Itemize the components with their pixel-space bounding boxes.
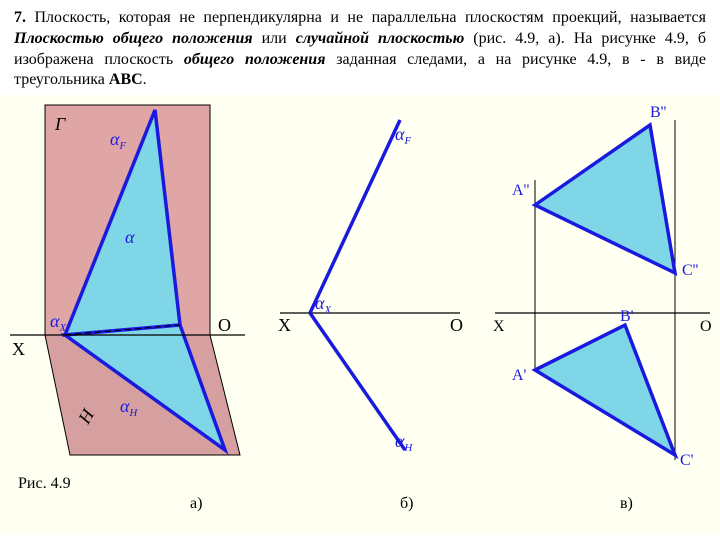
panel-letter-a: а) — [190, 495, 202, 513]
panel-letter-v: в) — [620, 495, 633, 513]
svg-text:X: X — [278, 315, 291, 335]
svg-text:αH: αH — [395, 431, 413, 454]
svg-text:αF: αF — [395, 124, 411, 147]
svg-text:X: X — [493, 318, 505, 335]
svg-text:O: O — [450, 315, 463, 335]
svg-text:C'': C'' — [682, 262, 699, 279]
figure-area: ΓXOαFααXHαHXOαFαXαHXOA''B''C''A'B'C' Рис… — [0, 95, 720, 535]
para-t4: случайной плоскостью — [296, 30, 465, 47]
para-t8: ABC — [109, 71, 143, 88]
svg-text:C': C' — [680, 452, 694, 469]
svg-text:Γ: Γ — [54, 114, 66, 134]
para-t1: Плоскость, которая не перпендикулярна и … — [26, 9, 706, 26]
svg-text:B'': B'' — [650, 104, 667, 121]
para-t3: или — [253, 30, 296, 47]
figure-svg: ΓXOαFααXHαHXOαFαXαHXOA''B''C''A'B'C' — [0, 95, 720, 495]
paragraph: 7. Плоскость, которая не перпендикулярна… — [0, 0, 720, 95]
svg-text:O: O — [700, 318, 712, 335]
panel-letter-b: б) — [400, 495, 413, 513]
para-t6: общего положения — [184, 51, 326, 68]
figure-caption: Рис. 4.9 — [18, 475, 71, 493]
svg-text:X: X — [12, 339, 25, 359]
svg-text:αX: αX — [315, 293, 331, 316]
svg-text:O: O — [218, 315, 231, 335]
svg-text:α: α — [125, 227, 135, 247]
svg-text:A': A' — [512, 367, 527, 384]
para-t9: . — [143, 71, 147, 88]
para-num: 7. — [14, 9, 26, 26]
para-t2: Плоскостью общего положения — [14, 30, 253, 47]
svg-text:B': B' — [620, 308, 634, 325]
svg-text:A'': A'' — [512, 182, 529, 199]
